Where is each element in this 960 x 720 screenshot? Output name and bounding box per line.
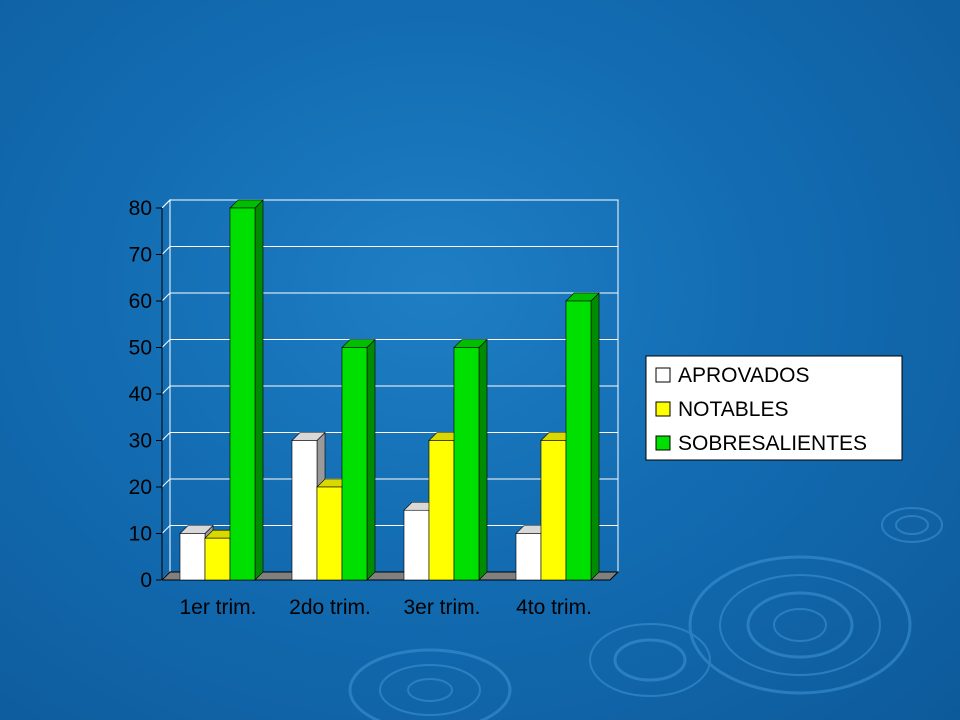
grid-line — [161, 292, 618, 302]
y-tick-label: 20 — [129, 476, 152, 499]
y-tick-label: 50 — [129, 337, 152, 360]
legend: APROVADOS NOTABLES SOBRESALIENTES — [645, 355, 903, 461]
y-tick-label: 40 — [129, 383, 152, 406]
x-category-labels: 1er trim. 2do trim. 3er trim. 4to trim. — [179, 596, 591, 619]
y-tick-label: 30 — [129, 430, 152, 453]
legend-swatch — [655, 435, 671, 451]
x-category-label: 3er trim. — [403, 596, 480, 619]
y-tick-label: 70 — [129, 244, 152, 267]
y-tick-labels: 0 10 20 30 40 50 60 70 80 — [129, 197, 152, 592]
bar-sobresalientes-3 — [453, 338, 488, 581]
legend-label: SOBRESALIENTES — [678, 432, 867, 455]
bar-sobresalientes-4 — [565, 292, 600, 581]
legend-label: APROVADOS — [678, 364, 809, 387]
legend-swatch — [655, 401, 671, 417]
grid-line — [161, 246, 618, 255]
legend-label: NOTABLES — [678, 398, 788, 421]
bar-sobresalientes-1 — [229, 199, 264, 581]
legend-box — [645, 355, 903, 461]
bars — [179, 199, 600, 581]
grid-line — [161, 199, 618, 209]
y-tick-label: 10 — [129, 523, 152, 546]
y-tick-label: 60 — [129, 290, 152, 313]
bar-sobresalientes-2 — [341, 338, 376, 581]
x-category-label: 4to trim. — [516, 596, 592, 619]
legend-swatch — [655, 367, 671, 383]
y-tick-label: 80 — [129, 197, 152, 220]
x-category-label: 1er trim. — [179, 596, 256, 619]
y-tick-label: 0 — [140, 569, 152, 592]
x-category-label: 2do trim. — [289, 596, 371, 619]
